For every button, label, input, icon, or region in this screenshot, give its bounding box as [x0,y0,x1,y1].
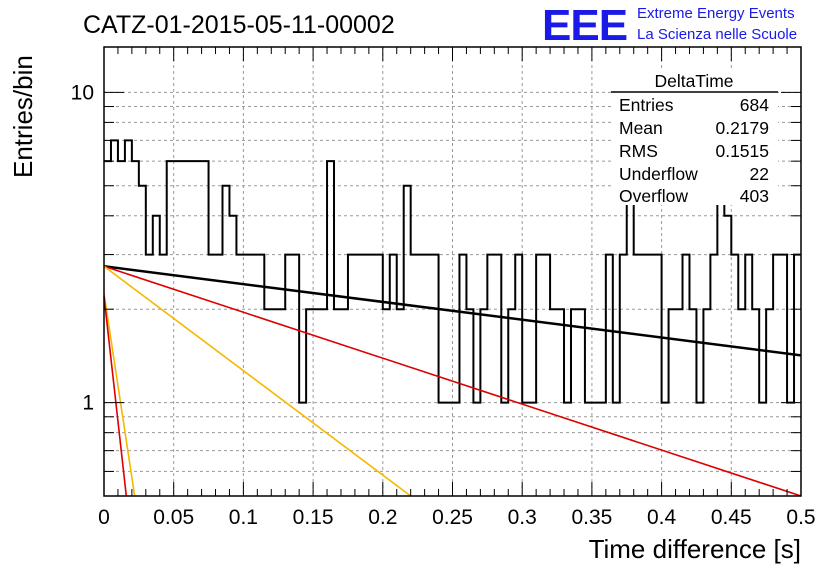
x-tick-label: 0.35 [571,506,612,529]
fit-line-4 [103,293,136,497]
x-tick-label: 0.05 [153,506,194,529]
x-tick-label: 0.45 [711,506,752,529]
x-axis-title: Time difference [s] [589,534,801,564]
stats-value-mean: 0.2179 [715,118,769,138]
grid-lines [104,47,801,496]
histogram-line [104,139,801,404]
stats-value-rms: 0.1515 [715,141,769,161]
stats-label-mean: Mean [619,118,663,138]
x-tick-label: 0.1 [229,506,258,529]
axes: 0 0.05 0.1 0.15 0.2 0.25 0.3 0.35 0.4 0.45 0.5 1 10 [71,46,816,529]
fit-line-3 [103,265,412,497]
stats-label-overflow: Overflow [619,186,688,206]
x-tick-label: 0.4 [647,506,677,529]
x-tick-label: 0.2 [368,506,397,529]
x-tick-label: 0 [98,506,110,529]
x-tick-label: 0.15 [293,506,334,529]
x-tick-label: 0.25 [432,506,473,529]
logo-mark: EEE [542,1,627,50]
stats-title: DeltaTime [654,71,733,91]
eee-logo: EEE Extreme Energy Events La Scienza nel… [542,1,797,50]
fit-line-5 [103,296,128,497]
stats-value-overflow: 403 [740,186,769,206]
y-tick-label: 1 [82,392,94,415]
fit-curves [103,265,802,497]
chart-title: CATZ-01-2015-05-11-00002 [83,11,395,39]
y-tick-label: 10 [71,81,94,104]
logo-line-1: Extreme Energy Events [637,5,795,22]
stats-label-rms: RMS [619,141,658,161]
logo-line-2: La Scienza nelle Scuole [637,26,797,43]
x-tick-label: 0.3 [508,506,537,529]
y-axis-title: Entries/bin [8,55,38,178]
fit-line-1 [103,265,802,357]
stats-value-entries: 684 [740,95,769,115]
x-tick-label: 0.5 [786,506,815,529]
histogram [104,139,801,404]
stats-box: DeltaTime Entries 684 Mean 0.2179 RMS 0.… [611,69,778,206]
plot-frame [103,46,802,497]
stats-label-entries: Entries [619,95,674,115]
fit-line-2 [103,265,802,497]
stats-label-underflow: Underflow [619,164,698,184]
stats-value-underflow: 22 [750,164,769,184]
